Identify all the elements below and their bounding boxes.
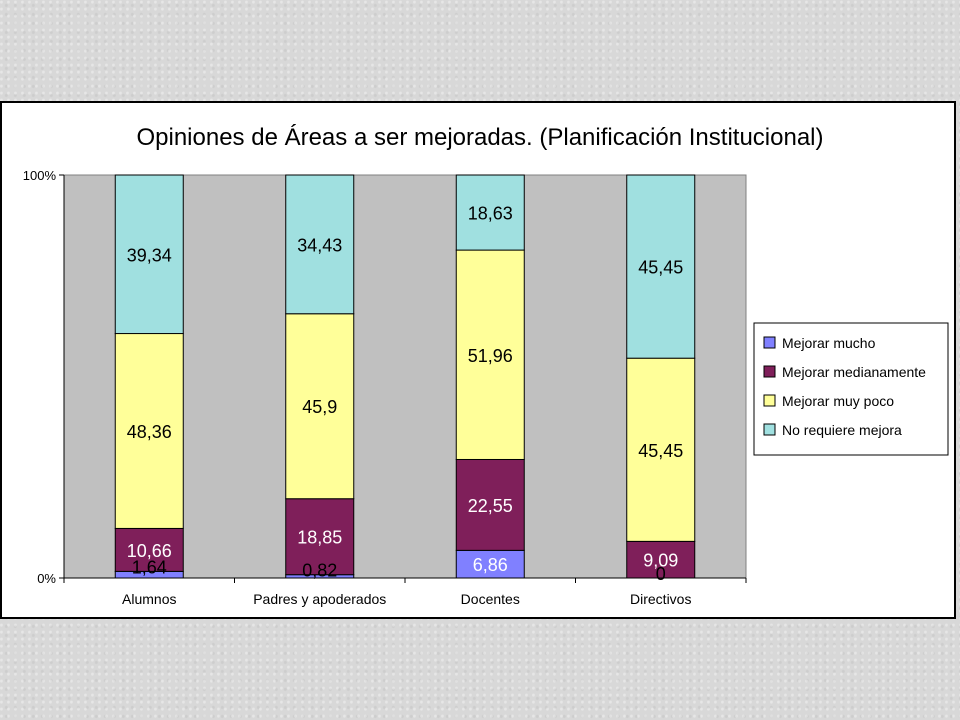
value-label: 0 (656, 564, 666, 584)
value-label: 18,85 (297, 528, 342, 548)
legend: Mejorar mucho Mejorar medianamente Mejorar… (753, 322, 949, 456)
legend-swatch (763, 423, 776, 436)
bar-segment (455, 174, 525, 251)
legend-box (753, 322, 949, 456)
chart-svg: Opiniones de Áreas a ser mejoradas. (Pla… (23, 124, 949, 607)
chart-frame: Opiniones de Áreas a ser mejoradas. (Pla… (0, 101, 956, 619)
bar-segment (626, 540, 696, 579)
category-labels: Alumnos Padres y apoderados Docentes Direct… (63, 578, 747, 607)
legend-label: No requiere mejora (782, 422, 902, 438)
category-label: Padres y apoderados (253, 591, 386, 607)
legend-swatch (763, 365, 776, 378)
category-label: Docentes (461, 591, 520, 607)
legend-label: Mejorar medianamente (782, 364, 926, 380)
value-label: 45,45 (638, 258, 683, 278)
value-label: 34,43 (297, 235, 342, 255)
value-label: 48,36 (127, 422, 172, 442)
bar-segment (285, 174, 355, 315)
bars (114, 174, 696, 579)
bar-segment (285, 313, 355, 500)
chart-title: Opiniones de Áreas a ser mejoradas. (Pla… (136, 124, 823, 151)
y-tick-label: 0% (37, 571, 56, 586)
bar-segment (455, 249, 525, 460)
y-ticks: 0% 100% (23, 168, 64, 586)
bar-segment (626, 174, 696, 359)
legend-label: Mejorar mucho (782, 335, 876, 351)
value-label: 51,96 (468, 346, 513, 366)
value-label: 45,9 (302, 397, 337, 417)
bar-segment (626, 357, 696, 542)
bar-segment (285, 498, 355, 576)
category-label: Directivos (630, 591, 691, 607)
value-label: 10,66 (127, 541, 172, 561)
value-label: 45,45 (638, 441, 683, 461)
value-label: 9,09 (643, 551, 678, 571)
value-label: 1,64 (132, 557, 167, 577)
legend-swatch (763, 394, 776, 407)
y-tick-label: 100% (23, 168, 57, 183)
value-label: 39,34 (127, 245, 172, 265)
value-label: 6,86 (473, 555, 508, 575)
bar-segment (114, 174, 184, 335)
legend-swatch (763, 336, 776, 349)
category-label: Alumnos (122, 591, 176, 607)
value-label: 0,82 (302, 561, 337, 581)
value-label: 22,55 (468, 496, 513, 516)
value-label: 18,63 (468, 204, 513, 224)
bar-segment (455, 549, 525, 579)
bar-segment (114, 333, 184, 529)
legend-label: Mejorar muy poco (782, 393, 894, 409)
